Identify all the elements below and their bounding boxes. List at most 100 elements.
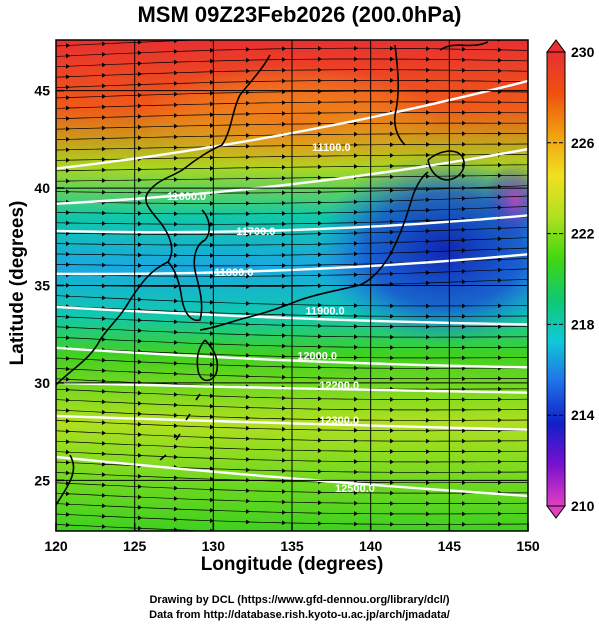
- wind-arrow: [281, 67, 286, 73]
- wind-arrow: [353, 365, 358, 371]
- wind-arrow: [245, 252, 250, 258]
- wind-arrow: [137, 515, 142, 521]
- wind-arrow: [534, 204, 538, 209]
- wind-arrow: [65, 136, 70, 142]
- wind-arrow: [425, 78, 430, 84]
- wind-arrow: [173, 70, 178, 76]
- wind-arrow: [497, 173, 502, 178]
- wind-arrow: [245, 143, 250, 149]
- wind-arrow: [137, 92, 142, 98]
- wind-arrow: [245, 47, 250, 52]
- wind-arrow: [534, 162, 538, 167]
- wind-arrow: [173, 371, 178, 377]
- wind-arrow: [101, 388, 106, 394]
- wind-arrow: [497, 355, 502, 361]
- wind-arrow: [534, 438, 538, 443]
- wind-arrow: [461, 459, 466, 465]
- wind-arrow: [534, 90, 538, 95]
- wind-arrow: [389, 469, 394, 475]
- wind-arrow: [101, 210, 106, 216]
- wind-arrow: [65, 126, 70, 132]
- wind-arrow: [317, 448, 322, 454]
- wind-arrow: [425, 46, 430, 52]
- wind-arrow: [425, 197, 430, 203]
- wind-arrow: [534, 79, 538, 84]
- wind-arrow: [137, 61, 142, 66]
- wind-arrow: [173, 496, 178, 501]
- colorbar-body: [547, 52, 565, 506]
- wind-arrow: [101, 262, 106, 268]
- wind-arrow: [461, 428, 466, 434]
- wind-arrow: [173, 177, 178, 182]
- wind-arrow: [389, 188, 394, 193]
- wind-arrow: [173, 200, 178, 206]
- wind-arrow: [317, 110, 322, 116]
- wind-arrow: [209, 101, 214, 107]
- wind-arrow: [425, 521, 430, 527]
- wind-arrow: [425, 120, 430, 126]
- wind-arrow: [101, 399, 106, 405]
- wind-arrow: [209, 435, 214, 440]
- wind-arrow: [425, 397, 430, 402]
- wind-arrow: [173, 402, 178, 408]
- wind-arrow: [137, 390, 142, 396]
- wind-arrow: [209, 414, 214, 420]
- wind-arrow: [497, 324, 502, 329]
- wind-arrow: [173, 444, 178, 449]
- wind-arrow: [209, 455, 214, 461]
- wind-arrow: [245, 363, 250, 369]
- wind-arrow: [137, 525, 142, 531]
- wind-arrow: [461, 313, 466, 319]
- colorbar-tick-label: 210: [571, 498, 595, 514]
- wind-arrow: [317, 302, 322, 308]
- wind-arrow: [245, 321, 250, 327]
- wind-arrow: [389, 449, 394, 454]
- wind-arrow: [101, 146, 106, 152]
- wind-arrow: [65, 366, 70, 372]
- wind-arrow: [353, 142, 358, 148]
- wind-arrow: [317, 365, 322, 370]
- wind-arrow: [497, 521, 502, 527]
- colorbar-tick-label: 218: [571, 316, 595, 332]
- wind-arrow: [497, 500, 502, 506]
- wind-arrow: [497, 120, 502, 126]
- wind-arrow: [137, 190, 142, 196]
- wind-arrow: [317, 56, 322, 62]
- wind-arrow: [281, 78, 286, 84]
- wind-arrow: [281, 164, 286, 170]
- wind-arrow: [461, 141, 466, 147]
- wind-arrow: [101, 451, 106, 457]
- wind-arrow: [461, 99, 466, 105]
- wind-arrow: [245, 436, 250, 442]
- wind-arrow: [425, 459, 430, 465]
- wind-arrow: [209, 253, 214, 258]
- wind-arrow: [245, 415, 250, 421]
- wind-arrow: [353, 241, 358, 246]
- wind-arrow: [101, 157, 106, 162]
- wind-arrow: [209, 445, 214, 451]
- wind-arrow: [317, 396, 322, 402]
- wind-arrow: [461, 303, 466, 309]
- wind-arrow: [173, 113, 178, 118]
- wind-arrow: [65, 262, 70, 267]
- wind-arrow: [353, 334, 358, 340]
- wind-arrow: [137, 252, 142, 258]
- wind-arrow: [461, 376, 466, 382]
- wind-arrow: [245, 122, 250, 128]
- wind-arrow: [101, 524, 106, 529]
- wind-arrow: [245, 425, 250, 431]
- wind-arrow: [534, 407, 538, 412]
- wind-arrow: [461, 196, 466, 201]
- wind-arrow: [245, 332, 250, 338]
- wind-arrow: [497, 225, 502, 231]
- wind-arrow: [534, 193, 538, 198]
- wind-arrow: [245, 467, 250, 473]
- wind-arrow: [209, 69, 214, 75]
- wind-arrow: [461, 355, 466, 361]
- wind-arrow: [353, 511, 358, 516]
- wind-arrow: [245, 111, 250, 117]
- wind-arrow: [209, 58, 214, 64]
- wind-arrow: [65, 460, 70, 465]
- wind-arrow: [425, 303, 430, 309]
- wind-arrow: [317, 469, 322, 474]
